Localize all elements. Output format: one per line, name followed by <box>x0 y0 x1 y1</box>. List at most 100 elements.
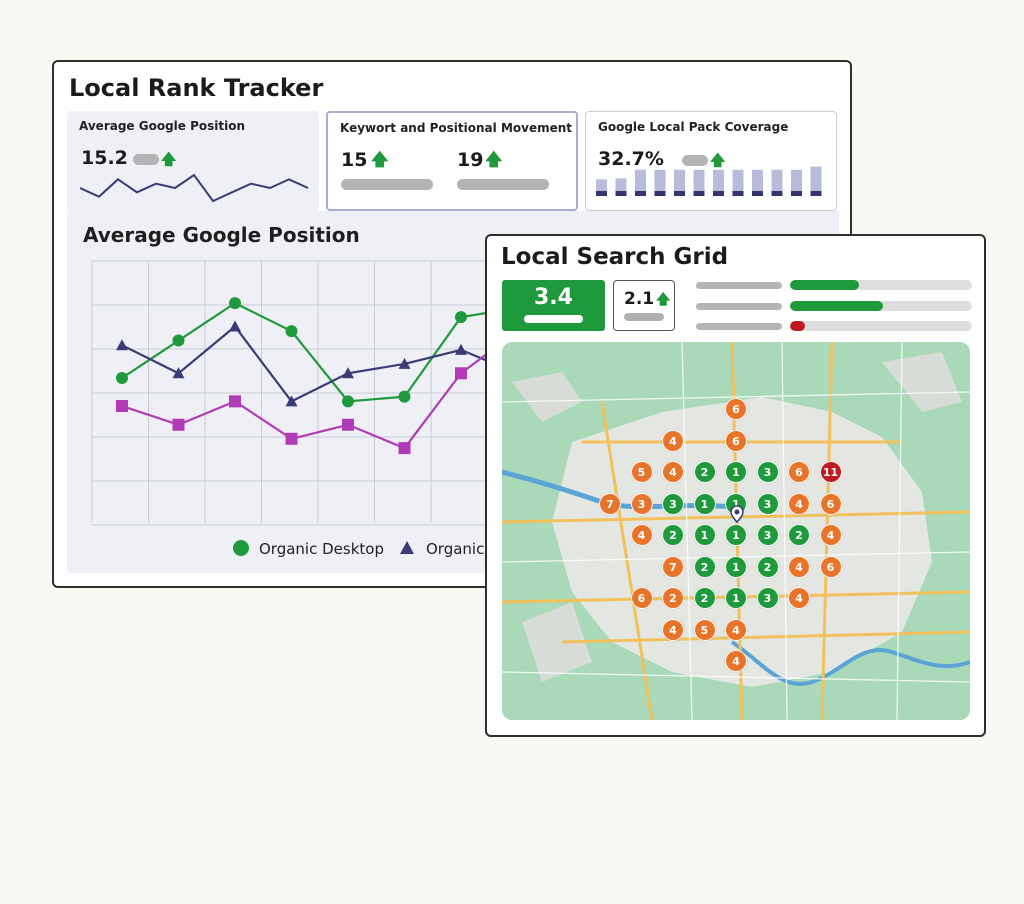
point-mobile <box>229 320 241 332</box>
coverage-bar <box>615 178 627 196</box>
metric-bar-3 <box>790 321 972 331</box>
grid-pin[interactable]: 6 <box>725 429 747 452</box>
grid-pin[interactable]: 5 <box>693 618 716 641</box>
grid-pin[interactable]: 3 <box>662 492 684 515</box>
point-mobile <box>285 395 298 407</box>
grid-pin[interactable]: 6 <box>819 555 842 578</box>
point-desktop <box>398 390 411 403</box>
arrow-up-icon: 🡅 <box>485 150 503 170</box>
grid-score-change-pill <box>624 313 664 321</box>
point-series-3 <box>285 432 298 445</box>
grid-pin[interactable]: 4 <box>788 587 810 609</box>
grid-pin[interactable]: 4 <box>630 524 653 546</box>
grid-pin[interactable]: 1 <box>725 587 747 609</box>
grid-pin[interactable]: 6 <box>819 492 842 515</box>
grid-pin[interactable]: 3 <box>630 492 653 515</box>
point-desktop <box>229 297 241 310</box>
coverage-bar-base <box>791 191 802 196</box>
series-line-2 <box>121 324 518 403</box>
coverage-bar-base <box>771 191 783 196</box>
avg-position-card[interactable]: Average Google Position 15.2 🡅 <box>67 111 319 211</box>
grid-pin[interactable]: 4 <box>788 492 810 515</box>
keyword-movement-value-left: 15 <box>341 149 368 171</box>
grid-pin[interactable]: 2 <box>693 461 716 483</box>
grid-pin[interactable]: 4 <box>819 524 842 546</box>
local-search-grid-title: Local Search Grid <box>501 244 729 270</box>
grid-pin[interactable]: 3 <box>756 461 779 483</box>
legend-mobile-marker <box>400 541 414 554</box>
coverage-bar <box>771 169 783 196</box>
arrow-up-icon: 🡅 <box>710 151 726 169</box>
point-mobile <box>398 357 411 369</box>
keyword-movement-card[interactable]: Keywort and Positional Movement 15 🡅 19 … <box>326 111 578 211</box>
grid-pin[interactable]: 3 <box>756 524 779 546</box>
metric-label-2 <box>696 303 782 310</box>
grid-pin[interactable]: 2 <box>756 555 779 578</box>
coverage-bar <box>635 169 646 196</box>
point-series-3 <box>229 395 241 408</box>
coverage-bar-base <box>674 191 685 196</box>
grid-score-pill <box>524 315 583 323</box>
local-pack-bars <box>596 166 822 196</box>
coverage-bar <box>713 169 724 196</box>
grid-pin[interactable]: 6 <box>725 398 747 420</box>
grid-score-change-badge[interactable]: 2.1 🡅 <box>613 280 675 331</box>
grid-pin[interactable]: 4 <box>662 618 684 641</box>
coverage-bar-base <box>752 191 763 196</box>
grid-pin[interactable]: 2 <box>693 555 716 578</box>
coverage-bar-base <box>693 191 705 196</box>
grid-pin[interactable]: 1 <box>693 492 716 515</box>
point-desktop <box>342 395 354 408</box>
grid-pin[interactable]: 5 <box>630 461 653 483</box>
legend-desktop-marker <box>233 540 249 556</box>
grid-pin[interactable]: 2 <box>662 587 684 609</box>
grid-pin[interactable]: 1 <box>725 555 747 578</box>
point-desktop <box>116 371 128 384</box>
grid-pin[interactable]: 2 <box>788 524 810 546</box>
grid-pin[interactable]: 11 <box>819 461 842 483</box>
local-pack-label: Google Local Pack Coverage <box>598 120 789 134</box>
coverage-bar <box>810 166 822 196</box>
grid-pin[interactable]: 4 <box>662 461 684 483</box>
grid-pin[interactable]: 7 <box>662 555 684 578</box>
series-line-3 <box>121 330 519 450</box>
grid-score-value: 3.4 <box>534 285 573 310</box>
coverage-bar-base <box>596 191 607 196</box>
grid-pin[interactable]: 6 <box>630 587 653 609</box>
keyword-movement-pill-right <box>457 179 549 190</box>
grid-pin[interactable]: 6 <box>788 461 810 483</box>
grid-pin[interactable]: 3 <box>756 492 779 515</box>
metric-label-1 <box>696 282 782 289</box>
grid-pin[interactable]: 4 <box>725 650 747 672</box>
grid-pin[interactable]: 1 <box>693 524 716 546</box>
point-series-3 <box>116 400 128 413</box>
local-pack-card[interactable]: Google Local Pack Coverage 32.7% 🡅 <box>585 111 837 211</box>
coverage-bar-base <box>615 191 627 196</box>
point-mobile <box>342 367 354 379</box>
grid-pin[interactable]: 2 <box>662 524 684 546</box>
grid-pin[interactable]: 7 <box>599 492 621 515</box>
series-line-1 <box>121 301 518 403</box>
legend-desktop-label: Organic Desktop <box>259 540 384 558</box>
grid-pin[interactable]: 2 <box>693 587 716 609</box>
grid-pin[interactable]: 4 <box>788 555 810 578</box>
grid-pin[interactable]: 1 <box>725 524 747 546</box>
local-pack-pill <box>682 155 708 166</box>
grid-pin[interactable]: 1 <box>725 461 747 483</box>
coverage-bar <box>791 169 802 196</box>
location-marker-icon <box>730 505 744 523</box>
metric-fill-2 <box>790 301 883 311</box>
local-grid-map[interactable]: 6 4 6 5 4 2 1 3 6 11 7 3 3 1 1 3 4 6 4 2 1 1 3 2 4 7 2 1 2 4 6 6 2 2 1 3 4 4 5… <box>502 342 970 720</box>
grid-pin[interactable]: 4 <box>662 429 684 452</box>
metric-bar-2 <box>790 301 972 311</box>
grid-pin[interactable]: 3 <box>756 587 779 609</box>
point-series-3 <box>172 418 185 431</box>
coverage-bar <box>654 169 666 196</box>
grid-score-change-value: 2.1 <box>624 289 655 309</box>
avg-position-value: 15.2 <box>81 147 128 169</box>
grid-pins: 6 4 6 5 4 2 1 3 6 11 7 3 3 1 1 3 4 6 4 2 1 1 3 2 4 7 2 1 2 4 6 6 2 2 1 3 4 4 5… <box>502 342 970 720</box>
grid-pin[interactable]: 4 <box>725 618 747 641</box>
coverage-bar <box>674 169 685 196</box>
coverage-bar <box>596 179 607 196</box>
grid-score-badge[interactable]: 3.4 <box>502 280 605 331</box>
